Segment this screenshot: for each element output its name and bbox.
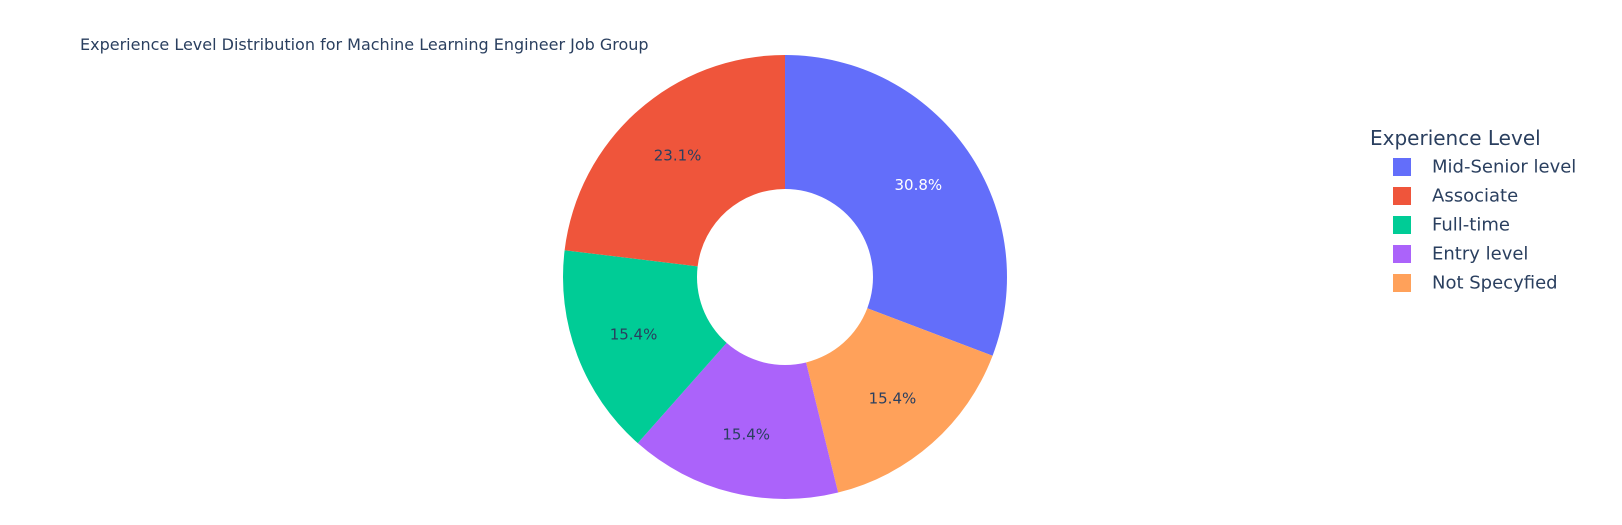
slice-label-entry-level: 15.4%: [722, 425, 770, 443]
legend-label-associate: Associate: [1432, 186, 1518, 207]
legend-item-entry-level[interactable]: Entry level: [1393, 244, 1528, 265]
legend-swatch-entry-level: [1393, 245, 1411, 263]
legend-swatch-full-time: [1393, 216, 1411, 234]
slice-label-mid-senior-level: 30.8%: [894, 176, 942, 194]
chart-title: Experience Level Distribution for Machin…: [80, 35, 649, 54]
slice-not-specyfied[interactable]: [806, 308, 993, 493]
legend-title: Experience Level: [1370, 126, 1541, 150]
slices-layer: [563, 55, 1008, 499]
legend-item-not-specyfied[interactable]: Not Specyfied: [1393, 273, 1558, 294]
legend: Experience Level Mid-Senior level Associa…: [1370, 126, 1576, 294]
legend-item-mid-senior-level[interactable]: Mid-Senior level: [1393, 157, 1576, 178]
legend-label-full-time: Full-time: [1432, 215, 1510, 236]
slice-entry-level[interactable]: [637, 342, 839, 499]
legend-label-entry-level: Entry level: [1432, 244, 1528, 265]
slice-mid-senior-level[interactable]: [785, 55, 1008, 356]
legend-label-mid-senior-level: Mid-Senior level: [1432, 157, 1576, 178]
slice-labels-layer: 30.8% 15.4% 15.4% 15.4% 23.1%: [610, 147, 942, 444]
slice-label-not-specyfied: 15.4%: [869, 389, 917, 407]
legend-item-full-time[interactable]: Full-time: [1393, 215, 1510, 236]
slice-label-associate: 23.1%: [654, 147, 702, 165]
legend-item-associate[interactable]: Associate: [1393, 186, 1518, 207]
legend-label-not-specyfied: Not Specyfied: [1432, 273, 1558, 294]
legend-swatch-associate: [1393, 187, 1411, 205]
slice-associate[interactable]: [564, 55, 785, 267]
legend-swatch-mid-senior-level: [1393, 158, 1411, 176]
slice-full-time[interactable]: [563, 250, 727, 444]
legend-swatch-not-specyfied: [1393, 274, 1411, 292]
slice-label-full-time: 15.4%: [610, 325, 658, 343]
